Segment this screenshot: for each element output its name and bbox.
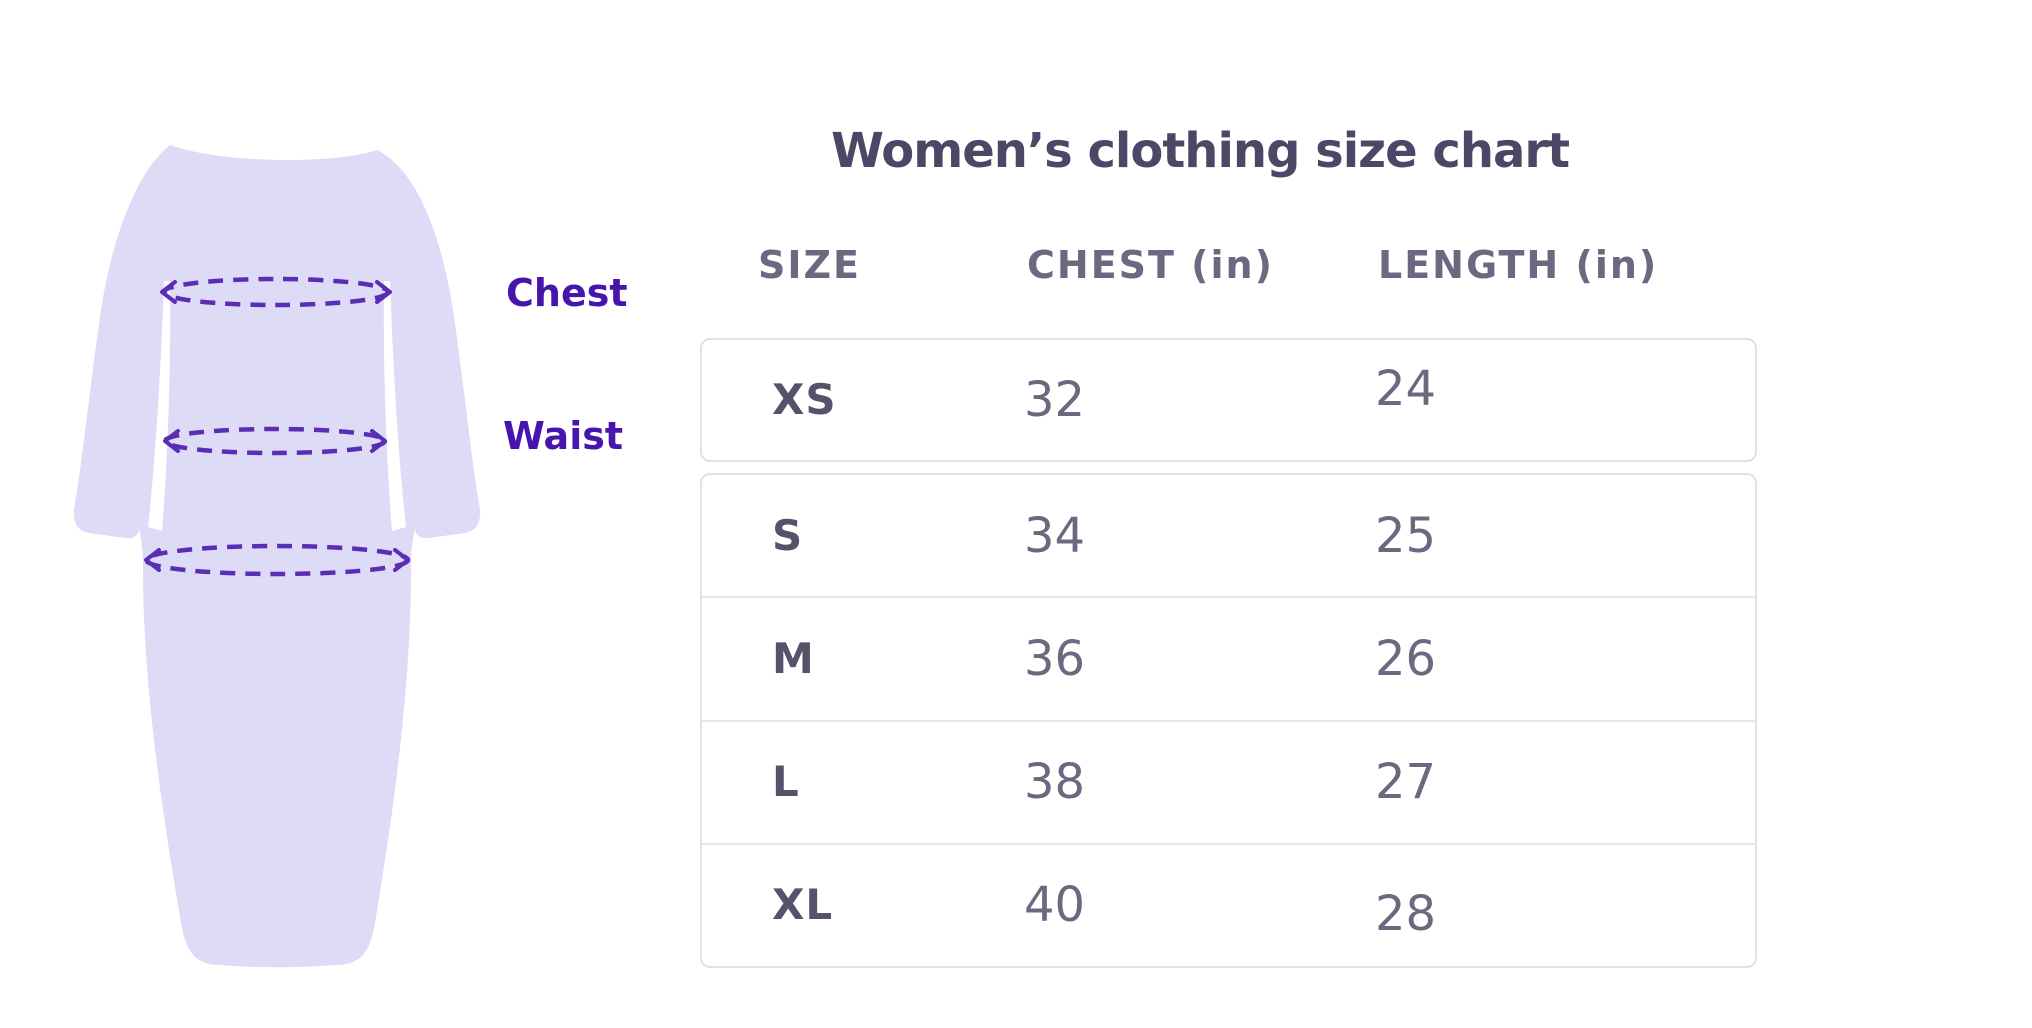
table-row: XS 32 24	[700, 338, 1757, 462]
table-body: S 34 25 M 36 26 L 38 27 XL 40 28	[700, 473, 1757, 968]
chest-measure-line	[160, 276, 392, 308]
table-row: M 36 26	[702, 596, 1755, 719]
page-title: Women’s clothing size chart	[830, 123, 1570, 179]
chest-cell: 34	[1024, 507, 1086, 564]
table-header-row: SIZE CHEST (in) LENGTH (in)	[700, 246, 1757, 290]
length-cell: 25	[1375, 507, 1437, 564]
chest-cell: 36	[1024, 630, 1086, 687]
size-cell: S	[772, 510, 804, 560]
column-header-chest: CHEST (in)	[1027, 243, 1274, 287]
size-cell: XL	[772, 880, 834, 930]
length-cell: 24	[1375, 361, 1437, 417]
table-row: XL 40 28	[702, 842, 1755, 966]
chest-label: Chest	[506, 271, 628, 315]
size-cell: L	[772, 757, 800, 807]
length-cell: 28	[1375, 886, 1437, 943]
length-cell: 26	[1375, 630, 1437, 687]
chest-cell: 40	[1024, 877, 1086, 934]
chest-cell: 38	[1024, 754, 1086, 811]
waist-measure-line	[162, 426, 388, 456]
chest-cell: 32	[1024, 372, 1086, 428]
column-header-length: LENGTH (in)	[1378, 243, 1659, 287]
dress-silhouette	[73, 145, 481, 968]
hip-measure-line	[143, 543, 411, 577]
waist-label: Waist	[503, 414, 624, 458]
sleeve-gap-left	[148, 281, 171, 531]
table-row: S 34 25	[702, 475, 1755, 596]
size-cell: XS	[772, 375, 837, 424]
sleeve-gap-right	[383, 281, 406, 531]
column-header-size: SIZE	[758, 243, 862, 287]
length-cell: 27	[1375, 754, 1437, 811]
dress-illustration	[73, 145, 481, 968]
size-cell: M	[772, 633, 815, 683]
table-row: L 38 27	[702, 719, 1755, 843]
